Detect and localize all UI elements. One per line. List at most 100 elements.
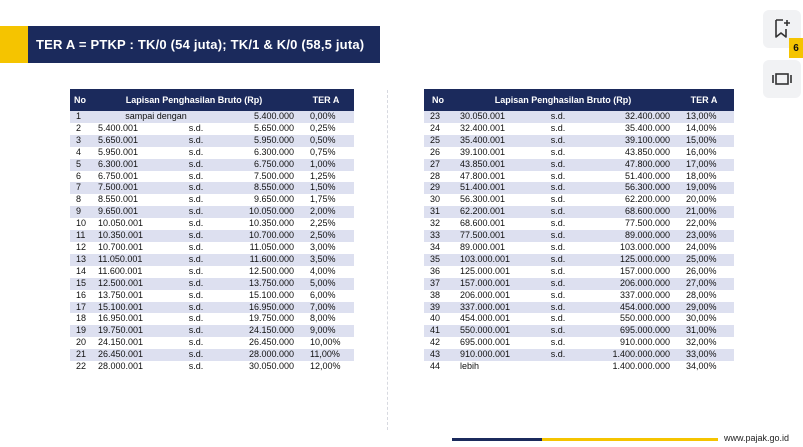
table-body-left: 1 sampai dengan 5.400.000 0,00% 2 5.400.001 s.… [70, 111, 355, 373]
table-row: 39 337.000.001 s.d. 454.000.000 29,00% [424, 301, 735, 314]
cell-to: 26.450.000 [222, 337, 299, 350]
table-row: 25 35.400.001 s.d. 39.100.000 15,00% [424, 134, 735, 147]
footer-line-yellow [542, 438, 718, 441]
table-row: 20 24.150.001 s.d. 26.450.000 10,00% [70, 337, 355, 350]
cell-to: 6.300.000 [222, 146, 299, 159]
cell-sd: s.d. [170, 122, 222, 135]
cell-to: 10.700.000 [222, 230, 299, 242]
table-row: 35 103.000.001 s.d. 125.000.000 25,00% [424, 253, 735, 266]
cell-sd: s.d. [534, 241, 582, 254]
cell-sd: s.d. [534, 170, 582, 183]
cell-sd: s.d. [170, 194, 222, 207]
cell-rate: 19,00% [674, 182, 735, 195]
slide-view-icon [772, 73, 792, 85]
cell-to: 47.800.000 [582, 158, 675, 171]
cell-no: 16 [70, 289, 90, 302]
cell-rate: 27,00% [674, 277, 735, 290]
bookmark-button[interactable] [763, 10, 801, 48]
header-range: Lapisan Penghasilan Bruto (Rp) [90, 89, 299, 111]
cell-sd: s.d. [170, 170, 222, 183]
cell-no: 5 [70, 158, 90, 171]
cell-rate: 18,00% [674, 170, 735, 183]
cell-from: 695.000.001 [452, 337, 534, 350]
cell-no: 23 [424, 111, 452, 123]
cell-from: 337.000.001 [452, 301, 534, 314]
table-row: 23 30.050.001 s.d. 32.400.000 13,00% [424, 111, 735, 123]
table-row: 40 454.000.001 s.d. 550.000.000 30,00% [424, 313, 735, 326]
cell-rate: 1,75% [298, 194, 355, 207]
cell-rate: 31,00% [674, 325, 735, 338]
table-row: 6 6.750.001 s.d. 7.500.000 1,25% [70, 170, 355, 183]
cell-sd: s.d. [534, 182, 582, 195]
cell-from: 11.600.001 [90, 265, 170, 278]
cell-from: 47.800.001 [452, 170, 534, 183]
cell-to: 39.100.000 [582, 134, 675, 147]
cell-from: 10.700.001 [90, 241, 170, 254]
cell-no: 28 [424, 170, 452, 183]
cell-from: 77.500.001 [452, 230, 534, 242]
cell-sd: s.d. [534, 265, 582, 278]
cell-sd: s.d. [170, 158, 222, 171]
cell-no: 26 [424, 146, 452, 159]
cell-no: 3 [70, 134, 90, 147]
cell-no: 13 [70, 253, 90, 266]
cell-from: 39.100.001 [452, 146, 534, 159]
cell-rate: 1,50% [298, 182, 355, 195]
cell-sd: s.d. [170, 241, 222, 254]
cell-no: 39 [424, 301, 452, 314]
cell-rate: 17,00% [674, 158, 735, 171]
cell-sd: s.d. [534, 289, 582, 302]
slide-view-button[interactable] [763, 60, 801, 98]
cell-rate: 12,00% [298, 361, 355, 373]
cell-sd: s.d. [170, 361, 222, 373]
cell-from: 51.400.001 [452, 182, 534, 195]
cell-sd: s.d. [534, 301, 582, 314]
table-row: 8 8.550.001 s.d. 9.650.000 1,75% [70, 194, 355, 207]
cell-rate: 15,00% [674, 134, 735, 147]
cell-from: 7.500.001 [90, 182, 170, 195]
cell-sd: s.d. [534, 218, 582, 231]
cell-no: 21 [70, 349, 90, 362]
cell-rate: 7,00% [298, 301, 355, 314]
bookmark-add-icon [775, 19, 790, 38]
cell-rate: 14,00% [674, 122, 735, 135]
cell-rate: 11,00% [298, 349, 355, 362]
cell-sd: s.d. [170, 134, 222, 147]
cell-rate: 22,00% [674, 218, 735, 231]
cell-to: 15.100.000 [222, 289, 299, 302]
cell-sd: s.d. [534, 194, 582, 207]
cell-rate: 4,00% [298, 265, 355, 278]
cell-sd: s.d. [170, 206, 222, 219]
table-row: 19 19.750.001 s.d. 24.150.000 9,00% [70, 325, 355, 338]
cell-to: 68.600.000 [582, 206, 675, 219]
cell-from: 56.300.001 [452, 194, 534, 207]
cell-to: 32.400.000 [582, 111, 675, 123]
cell-rate: 29,00% [674, 301, 735, 314]
cell-no: 4 [70, 146, 90, 159]
page-number-badge: 6 [789, 38, 803, 58]
cell-from: 10.350.001 [90, 230, 170, 242]
table-row: 30 56.300.001 s.d. 62.200.000 20,00% [424, 194, 735, 207]
cell-no: 31 [424, 206, 452, 219]
cell-no: 24 [424, 122, 452, 135]
title-accent-bar [0, 26, 28, 63]
table-row: 41 550.000.001 s.d. 695.000.000 31,00% [424, 325, 735, 338]
table-header-row: No Lapisan Penghasilan Bruto (Rp) TER A [70, 89, 355, 111]
cell-to: 77.500.000 [582, 218, 675, 231]
cell-to: 125.000.000 [582, 253, 675, 266]
cell-rate: 13,00% [674, 111, 735, 123]
table-row: 2 5.400.001 s.d. 5.650.000 0,25% [70, 122, 355, 135]
cell-from: 32.400.001 [452, 122, 534, 135]
table-row: 24 32.400.001 s.d. 35.400.000 14,00% [424, 122, 735, 135]
cell-rate: 34,00% [674, 361, 735, 373]
table-row: 9 9.650.001 s.d. 10.050.000 2,00% [70, 206, 355, 219]
cell-no: 30 [424, 194, 452, 207]
table-row: 36 125.000.001 s.d. 157.000.000 26,00% [424, 265, 735, 278]
table-row: 31 62.200.001 s.d. 68.600.000 21,00% [424, 206, 735, 219]
cell-rate: 30,00% [674, 313, 735, 326]
cell-from: lebih [452, 361, 534, 373]
header-no: No [424, 89, 452, 111]
cell-sd: s.d. [534, 134, 582, 147]
cell-from: 454.000.001 [452, 313, 534, 326]
